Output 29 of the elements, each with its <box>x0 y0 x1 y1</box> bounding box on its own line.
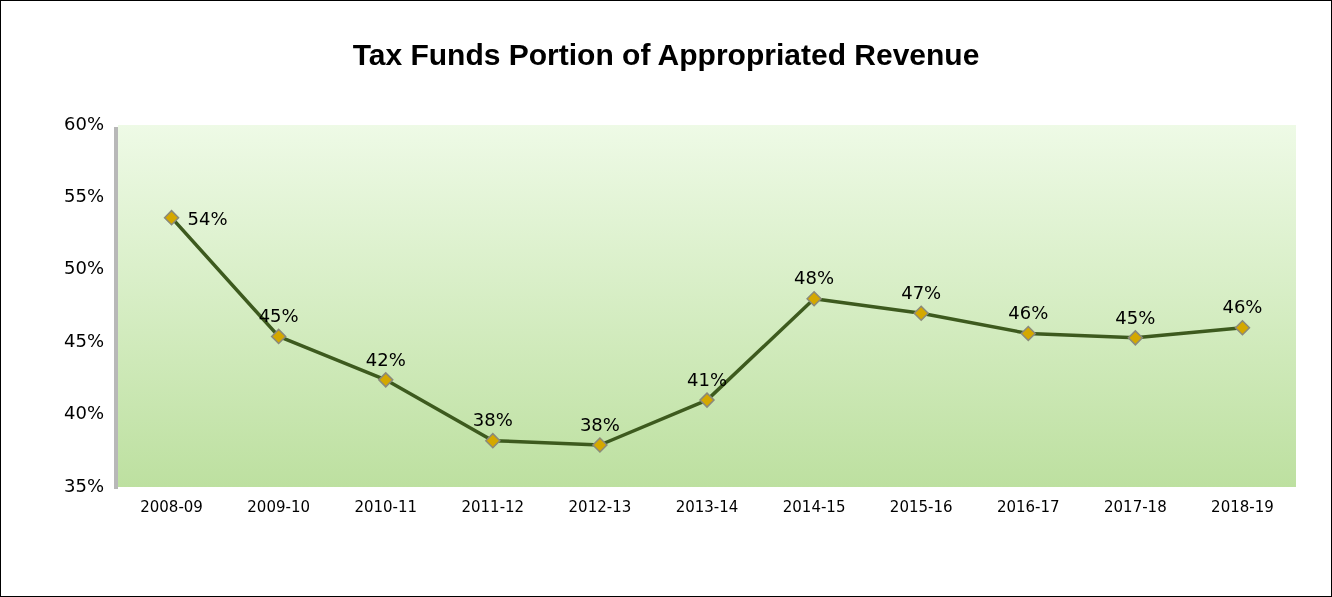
x-tick-label: 2011-12 <box>461 497 525 516</box>
x-tick-label: 2015-16 <box>889 497 953 516</box>
data-label: 47% <box>901 281 942 303</box>
x-tick-label: 2012-13 <box>568 497 632 516</box>
y-tick-label: 45% <box>63 329 105 351</box>
data-label: 38% <box>579 413 620 435</box>
y-tick-label: 50% <box>63 257 105 279</box>
x-tick-label: 2013-14 <box>675 497 739 516</box>
x-tick-label: 2008-09 <box>140 497 203 516</box>
data-label: 42% <box>365 348 406 370</box>
x-tick-label: 2017-18 <box>1104 497 1167 516</box>
data-label: 41% <box>687 368 728 390</box>
data-label: 45% <box>1115 306 1156 328</box>
data-label: 46% <box>1008 302 1049 324</box>
data-label: 54% <box>187 208 228 230</box>
x-tick-label: 2014-15 <box>782 497 846 516</box>
y-tick-label: 40% <box>63 402 105 424</box>
y-tick-label: 60% <box>63 112 105 134</box>
x-tick-label: 2018-19 <box>1211 497 1274 516</box>
data-label: 38% <box>472 409 513 431</box>
data-label: 46% <box>1222 296 1263 318</box>
x-tick-label: 2009-10 <box>247 497 310 516</box>
data-label: 45% <box>258 305 299 327</box>
x-tick-label: 2010-11 <box>354 497 418 516</box>
y-tick-label: 35% <box>63 474 105 496</box>
y-tick-label: 55% <box>63 185 105 207</box>
x-tick-label: 2016-17 <box>996 497 1060 516</box>
data-label: 48% <box>794 267 835 289</box>
chart-title: Tax Funds Portion of Appropriated Revenue <box>351 38 981 72</box>
